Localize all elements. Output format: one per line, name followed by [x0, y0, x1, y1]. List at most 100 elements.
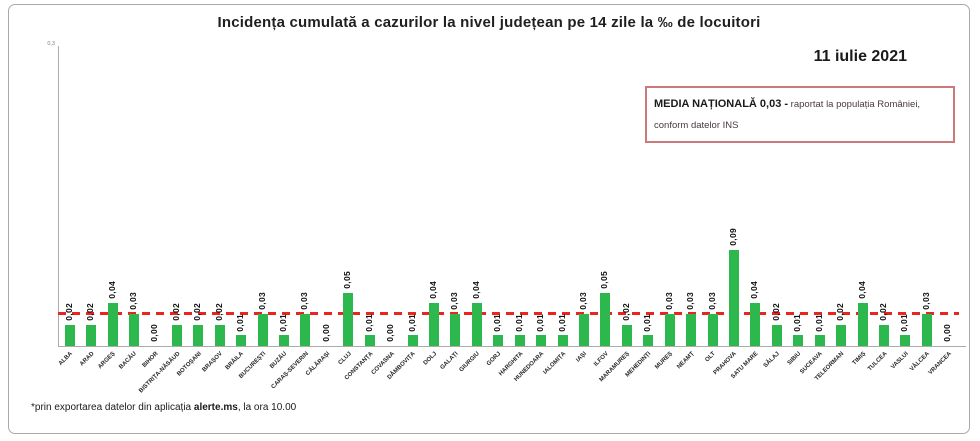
- date-label: 11 iulie 2021: [813, 48, 907, 65]
- bar-slot: 0,01 SIBIU: [787, 46, 809, 367]
- bar: [364, 335, 375, 346]
- bar-value-label: 0,02: [192, 302, 203, 321]
- x-axis-label: BRAȘOV: [201, 351, 224, 374]
- bar-slot: 0,05 ILFOV: [593, 46, 616, 368]
- bar-slot: 0,02 BOTOȘANI: [176, 46, 209, 378]
- bar-slot: 0,01 SUCEAVA: [800, 46, 830, 375]
- y-axis-tick-label: 0,3: [47, 41, 55, 47]
- bar-slot: 0,01 VASLUI: [890, 46, 916, 370]
- bar: [343, 292, 354, 346]
- bars-container: 0,02 ALBA 0,02 ARAD 0,04 ARGEȘ 0,03 BACĂU 0,00 BI…: [58, 46, 959, 394]
- national-average-source: conform datelor INS: [654, 119, 739, 131]
- footnote-app-name: alerte.ms: [193, 402, 238, 413]
- bar: [707, 313, 718, 346]
- x-axis-label: CLUJ: [337, 351, 353, 367]
- bar-value-label: 0,01: [278, 313, 288, 332]
- bar-value-label: 0,01: [492, 313, 503, 332]
- bar-value-label: 0,09: [728, 227, 739, 246]
- bar-value-label: 0,00: [942, 324, 953, 342]
- bar-value-label: 0,04: [856, 281, 867, 300]
- bar-value-label: 0,01: [406, 313, 417, 332]
- bar-slot: 0,03 MUREȘ: [654, 46, 680, 371]
- bar-value-label: 0,01: [363, 313, 374, 332]
- bar: [493, 335, 504, 346]
- bar: [407, 335, 418, 346]
- national-average-note: raportat la populația României,: [788, 99, 921, 110]
- bar: [236, 335, 247, 346]
- bar-value-label: 0,05: [342, 270, 353, 289]
- bar: [579, 313, 590, 346]
- bar-slot: 0,04 SATU MARE: [731, 46, 766, 380]
- bar-slot: 0,01 GORJ: [486, 46, 509, 367]
- bar: [107, 303, 118, 346]
- bar: [686, 313, 697, 346]
- bar-value-label: 0,02: [213, 302, 224, 321]
- national-average-box: MEDIA NAȚIONALĂ 0,03 - raportat la popul…: [645, 86, 955, 143]
- bar-value-label: 0,01: [642, 313, 653, 332]
- bar-value-label: 0,02: [170, 302, 181, 321]
- bar-slot: 0,03 OLT: [702, 46, 723, 363]
- x-axis-label: ARGEȘ: [97, 351, 117, 371]
- bar-slot: 0,01 DÂMBOVIȚA: [387, 46, 423, 381]
- bar-value-label: 0,03: [299, 292, 310, 310]
- bar-slot: 0,02 MARAMUREȘ: [599, 46, 637, 383]
- bar-slot: 0,03 CARAȘ-SEVERIN: [270, 46, 316, 390]
- x-axis-label: GALAȚI: [439, 351, 460, 372]
- bar-value-label: 0,03: [920, 292, 931, 310]
- x-axis-label: BUZĂU: [269, 351, 289, 371]
- bar-value-label: 0,03: [706, 292, 717, 310]
- footnote: *prin exportarea datelor din aplicația a…: [31, 402, 296, 413]
- bar-value-label: 0,00: [385, 324, 396, 342]
- bar-slot: 0,02 ALBA: [58, 46, 80, 367]
- x-axis-label: BIHOR: [141, 351, 160, 369]
- bar: [514, 335, 525, 346]
- bar-value-label: 0,02: [878, 302, 889, 321]
- x-axis-label: DOLJ: [422, 351, 439, 367]
- bar: [621, 324, 632, 346]
- bar: [429, 303, 439, 346]
- bar-slot: 0,01 HUNEDOARA: [514, 46, 551, 383]
- bar: [279, 335, 289, 346]
- y-axis-line: [58, 46, 59, 346]
- footnote-suffix: , la ora 10.00: [237, 402, 297, 413]
- chart-frame: Incidența cumulată a cazurilor la nivel …: [8, 4, 970, 434]
- bar-slot: 0,02 BISTRIȚA-NĂSĂUD: [138, 46, 187, 394]
- bar: [836, 324, 847, 346]
- bar-value-label: 0,03: [663, 292, 674, 310]
- bar-slot: 0,01 BRĂILA: [225, 46, 251, 371]
- x-axis-line: [58, 346, 966, 347]
- bar-value-label: 0,03: [578, 292, 589, 310]
- bar-value-label: 0,00: [320, 324, 331, 342]
- x-axis-label: OLT: [704, 351, 717, 364]
- bar: [557, 335, 568, 346]
- national-average-value: MEDIA NAȚIONALĂ 0,03 -: [654, 98, 789, 110]
- bar-slot: 0,04 GIURGIU: [459, 46, 487, 373]
- bar-slot: 0,00 COVASNA: [370, 46, 401, 376]
- bar-value-label: 0,01: [556, 313, 567, 332]
- average-line: [58, 311, 959, 315]
- x-axis-label: GORJ: [486, 351, 503, 368]
- x-axis-label: SĂLAJ: [762, 351, 782, 370]
- x-axis-label: TULCEA: [866, 351, 889, 373]
- bar: [300, 313, 311, 346]
- bar: [921, 313, 932, 346]
- bar: [814, 335, 825, 346]
- bar-slot: 0,04 ARGEȘ: [97, 46, 123, 370]
- bar-value-label: 0,04: [749, 281, 760, 300]
- bar-value-label: 0,04: [428, 281, 438, 300]
- x-axis-label: VASLUI: [890, 351, 910, 371]
- bar-slot: 0,03 BUCUREȘTI: [238, 46, 273, 380]
- x-axis-label: ARAD: [78, 351, 96, 368]
- x-axis-label: GIURGIU: [458, 351, 482, 374]
- bar-slot: 0,03 VÂLCEA: [909, 46, 937, 373]
- bar: [128, 313, 139, 346]
- bar-value-label: 0,02: [770, 302, 781, 321]
- bar-value-label: 0,03: [449, 292, 460, 310]
- bar: [536, 335, 547, 346]
- bar: [64, 324, 75, 346]
- bar-slot: 0,02 SĂLAJ: [763, 46, 787, 369]
- chart-title: Incidența cumulată a cazurilor la nivel …: [217, 14, 761, 31]
- x-axis-label: BRĂILA: [225, 351, 246, 372]
- bar: [750, 303, 761, 346]
